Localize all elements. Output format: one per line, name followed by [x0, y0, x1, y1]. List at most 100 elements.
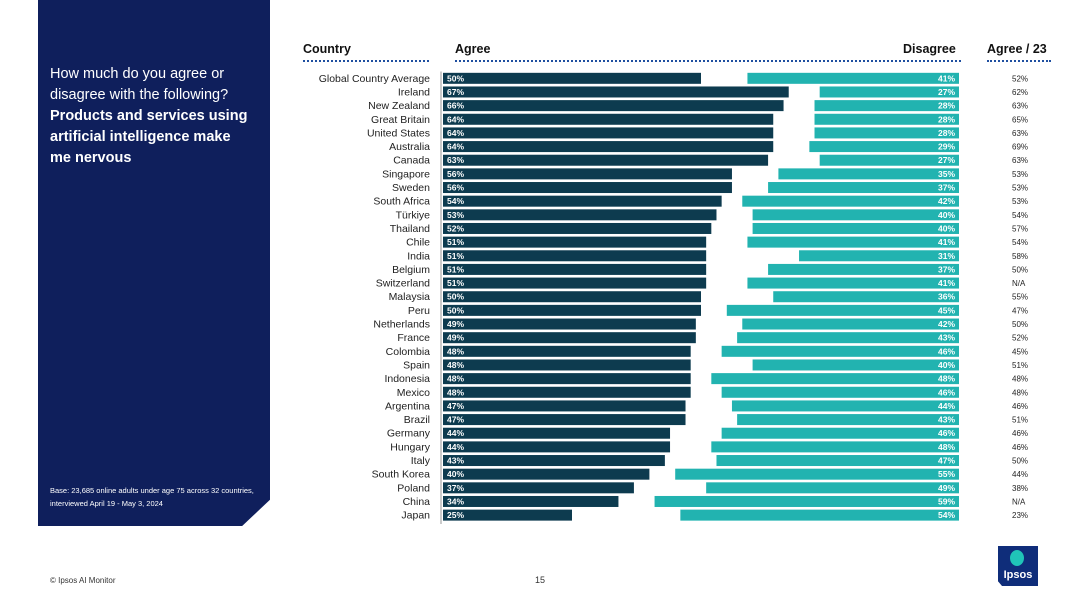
agree-2023-value: 52% — [1012, 74, 1028, 83]
agree-bar — [443, 468, 650, 480]
country-label: Peru — [408, 305, 430, 317]
disagree-value-label: 48% — [938, 374, 955, 384]
agree-2023-value: 47% — [1012, 306, 1028, 315]
agree-bar — [443, 72, 701, 84]
agree-bar — [443, 100, 784, 112]
agree-2023-value: 45% — [1012, 347, 1028, 356]
agree-value-label: 44% — [447, 442, 464, 452]
agree-value-label: 51% — [447, 264, 464, 274]
agree-bar — [443, 195, 722, 207]
agree-2023-value: 58% — [1012, 252, 1028, 261]
country-label: Italy — [411, 455, 431, 467]
agree-value-label: 48% — [447, 360, 464, 370]
disagree-value-label: 28% — [938, 101, 955, 111]
agree-value-label: 44% — [447, 428, 464, 438]
disagree-bar — [814, 113, 959, 125]
agree-2023-value: 54% — [1012, 238, 1028, 247]
disagree-bar — [814, 100, 959, 112]
disagree-bar — [675, 468, 959, 480]
agree-value-label: 51% — [447, 278, 464, 288]
chart-divider — [455, 60, 961, 62]
agree-value-label: 53% — [447, 210, 464, 220]
country-label: Türkiye — [396, 209, 431, 221]
disagree-bar — [819, 86, 959, 98]
agree-value-label: 56% — [447, 183, 464, 193]
agree-bar — [443, 236, 707, 248]
disagree-value-label: 42% — [938, 319, 955, 329]
country-label: Spain — [403, 359, 430, 371]
disagree-value-label: 29% — [938, 142, 955, 152]
disagree-value-label: 43% — [938, 415, 955, 425]
disagree-value-label: 55% — [938, 469, 955, 479]
disagree-bar — [747, 277, 959, 289]
disagree-bar — [819, 154, 959, 166]
question-statement: Products and services using artificial i… — [50, 108, 248, 166]
disagree-value-label: 41% — [938, 73, 955, 83]
agree-value-label: 43% — [447, 456, 464, 466]
agree23-header: Agree / 23 — [987, 42, 1047, 56]
country-label: Belgium — [392, 264, 430, 276]
country-label: Japan — [401, 510, 430, 522]
agree-value-label: 48% — [447, 346, 464, 356]
disagree-bar — [721, 386, 959, 398]
agree-bar — [443, 482, 634, 494]
agree-value-label: 40% — [447, 469, 464, 479]
country-label: Switzerland — [376, 278, 430, 290]
agree-2023-value: 48% — [1012, 375, 1028, 384]
country-label: Thailand — [390, 223, 430, 235]
agree-2023-value: N/A — [1012, 497, 1026, 506]
disagree-value-label: 46% — [938, 387, 955, 397]
disagree-bar — [752, 209, 959, 221]
country-header: Country — [303, 42, 351, 56]
agree-2023-value: 63% — [1012, 129, 1028, 138]
agree-value-label: 49% — [447, 333, 464, 343]
agree-2023-value: 50% — [1012, 457, 1028, 466]
agree-value-label: 54% — [447, 196, 464, 206]
question-panel: How much do you agree or disagree with t… — [38, 0, 270, 526]
agree-2023-value: 55% — [1012, 293, 1028, 302]
agree-bar — [443, 86, 789, 98]
agree-value-label: 51% — [447, 251, 464, 261]
disagree-bar — [799, 250, 959, 262]
agree-2023-value: 52% — [1012, 334, 1028, 343]
disagree-value-label: 46% — [938, 346, 955, 356]
disagree-value-label: 36% — [938, 292, 955, 302]
agree-bar — [443, 291, 701, 303]
agree-bar — [443, 141, 774, 153]
country-label: New Zealand — [368, 100, 430, 112]
agree-value-label: 50% — [447, 73, 464, 83]
agree-value-label: 67% — [447, 87, 464, 97]
country-label: India — [407, 250, 430, 262]
country-label: Singapore — [382, 168, 430, 180]
agree-value-label: 47% — [447, 415, 464, 425]
country-label: Poland — [397, 482, 430, 494]
agree-value-label: 64% — [447, 114, 464, 124]
disagree-value-label: 47% — [938, 456, 955, 466]
country-label: Indonesia — [384, 373, 430, 385]
agree-2023-value: 63% — [1012, 102, 1028, 111]
disagree-bar — [742, 195, 959, 207]
disagree-value-label: 37% — [938, 264, 955, 274]
disagree-value-label: 27% — [938, 87, 955, 97]
agree-2023-value: 50% — [1012, 265, 1028, 274]
agree-bar — [443, 414, 686, 426]
agree-bar — [443, 277, 707, 289]
country-label: Malaysia — [389, 291, 431, 303]
disagree-value-label: 40% — [938, 210, 955, 220]
agree-2023-value: 50% — [1012, 320, 1028, 329]
agree-bar — [443, 263, 707, 275]
disagree-bar — [747, 236, 959, 248]
disagree-bar — [742, 318, 959, 330]
disagree-bar — [726, 304, 959, 316]
disagree-header: Disagree — [903, 42, 956, 56]
country-label: Sweden — [392, 182, 430, 194]
country-label: South Korea — [372, 469, 431, 481]
country-label: France — [397, 332, 430, 344]
agree-bar — [443, 209, 717, 221]
disagree-bar — [706, 482, 959, 494]
country-label: Ireland — [398, 86, 430, 98]
agree-value-label: 37% — [447, 483, 464, 493]
agree-2023-value: 38% — [1012, 484, 1028, 493]
agree-2023-value: 46% — [1012, 402, 1028, 411]
